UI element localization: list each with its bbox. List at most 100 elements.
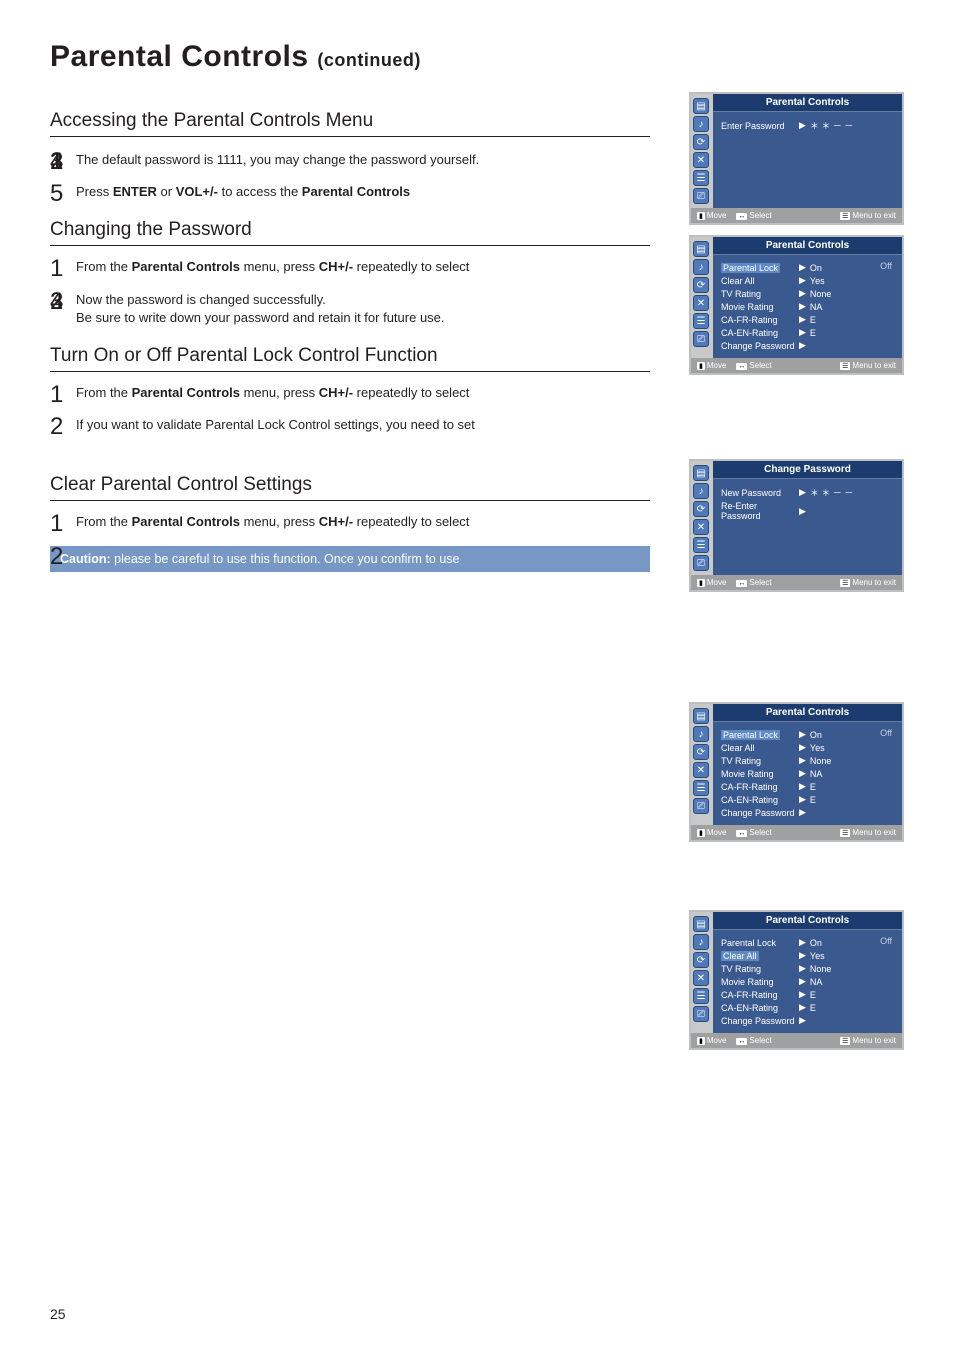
osd-row: Change Password▶ xyxy=(721,806,894,819)
osd-row: New Password▶＊ ＊ － － xyxy=(721,485,894,500)
changepw-step-1: From the Parental Controls menu, press C… xyxy=(50,258,669,276)
osd-row: CA-FR-Rating▶E xyxy=(721,313,894,326)
osd-row: Parental Lock▶On xyxy=(721,728,894,741)
osd-category-icon: ⟳ xyxy=(693,952,709,968)
osd-menu-4: ▤♪⟳✕☰⎚ Parental Controls OffParental Loc… xyxy=(689,702,904,842)
osd-row: Parental Lock▶On xyxy=(721,261,894,274)
osd-off-label: Off xyxy=(880,728,892,738)
osd-category-icon: ✕ xyxy=(693,295,709,311)
osd-category-icon: ▤ xyxy=(693,916,709,932)
osd-row: Clear All▶Yes xyxy=(721,949,894,962)
osd-menu-3: ▤♪⟳✕☰⎚ Change Password New Password▶＊ ＊ … xyxy=(689,459,904,592)
right-column: ▤ ♪ ⟳ ✕ ☰ ⎚ Parental Controls Enter Password▶… xyxy=(689,92,904,1050)
title-text: Parental Controls xyxy=(50,40,309,73)
osd-category-icon: ♪ xyxy=(693,116,709,132)
osd-icon-column: ▤♪⟳✕☰⎚ xyxy=(691,94,713,208)
osd-category-icon: ⎚ xyxy=(693,331,709,347)
osd-title: Parental Controls xyxy=(713,237,902,255)
rule-lockfn xyxy=(50,371,650,372)
osd-footer: ▮Move ↔Select ☰Menu to exit xyxy=(691,358,902,373)
caution-box: Caution: please be careful to use this f… xyxy=(50,546,650,572)
osd-footer: ▮Move ↔Select ☰Menu to exit xyxy=(691,208,902,223)
osd-off-label: Off xyxy=(880,936,892,946)
osd-title: Change Password xyxy=(713,461,902,479)
steps-changepw: From the Parental Controls menu, press C… xyxy=(50,258,669,327)
osd-category-icon: ⎚ xyxy=(693,1006,709,1022)
osd-category-icon: ✕ xyxy=(693,519,709,535)
changepw-step-4: Now the password is changed successfully… xyxy=(50,291,669,327)
osd-row: Enter Password▶＊ ＊ － － xyxy=(721,118,894,133)
osd-category-icon: ✕ xyxy=(693,970,709,986)
osd-row: CA-EN-Rating▶E xyxy=(721,326,894,339)
osd-category-icon: ▤ xyxy=(693,241,709,257)
osd-row: Change Password▶ xyxy=(721,339,894,352)
osd-row: Movie Rating▶NA xyxy=(721,975,894,988)
osd-row: Movie Rating▶NA xyxy=(721,767,894,780)
clear-step-1: From the Parental Controls menu, press C… xyxy=(50,513,669,531)
osd-row: Clear All▶Yes xyxy=(721,741,894,754)
osd-icon-column: ▤ ♪ ⟳ ✕ ☰ ⎚ xyxy=(691,912,713,1033)
osd-title: Parental Controls xyxy=(713,704,902,722)
osd-category-icon: ⟳ xyxy=(693,134,709,150)
spacer-3 xyxy=(689,852,904,900)
osd-category-icon: ♪ xyxy=(693,934,709,950)
osd-category-icon: ✕ xyxy=(693,762,709,778)
steps-clear: From the Parental Controls menu, press C… xyxy=(50,513,669,531)
osd-footer: ▮Move ↔Select ☰Menu to exit xyxy=(691,825,902,840)
title-continued: (continued) xyxy=(317,50,420,70)
osd-row: Movie Rating▶NA xyxy=(721,300,894,313)
heading-access: Accessing the Parental Controls Menu xyxy=(50,110,669,132)
caution-label: Caution: xyxy=(60,552,111,566)
osd-footer: ▮Move ↔Select ☰Menu to exit xyxy=(691,1033,902,1048)
osd-category-icon: ✕ xyxy=(693,152,709,168)
heading-clear: Clear Parental Control Settings xyxy=(50,474,669,496)
osd-category-icon: ☰ xyxy=(693,988,709,1004)
osd-menu-5: ▤♪⟳✕☰⎚ Parental Controls OffParental Loc… xyxy=(689,910,904,1050)
spacer-2 xyxy=(689,602,904,692)
osd-row: Change Password▶ xyxy=(721,1014,894,1027)
osd-row: Clear All▶Yes xyxy=(721,274,894,287)
osd-category-icon: ⎚ xyxy=(693,188,709,204)
heading-changepw: Changing the Password xyxy=(50,219,669,241)
osd-category-icon: ♪ xyxy=(693,483,709,499)
access-step-4: The default password is 1111, you may ch… xyxy=(50,151,669,169)
rule-access xyxy=(50,136,650,137)
osd-category-icon: ♪ xyxy=(693,726,709,742)
rule-clear xyxy=(50,500,650,501)
page-title: Parental Controls (continued) xyxy=(50,40,904,74)
steps-access: The default password is 1111, you may ch… xyxy=(50,151,669,201)
osd-row: CA-FR-Rating▶E xyxy=(721,988,894,1001)
osd-row: CA-EN-Rating▶E xyxy=(721,1001,894,1014)
osd-row: TV Rating▶None xyxy=(721,962,894,975)
osd-menu-1: ▤♪⟳✕☰⎚ Parental Controls Enter Password▶… xyxy=(689,92,904,225)
osd-category-icon: ⟳ xyxy=(693,501,709,517)
osd-footer: ▮Move ↔Select ☰Menu to exit xyxy=(691,575,902,590)
osd-row: TV Rating▶None xyxy=(721,754,894,767)
osd-category-icon: ⟳ xyxy=(693,744,709,760)
osd-icon-column: ▤ ♪ ⟳ ✕ ☰ ⎚ xyxy=(691,237,713,358)
caution-text: please be careful to use this function. … xyxy=(111,552,460,566)
osd-menu-2: ▤♪⟳✕☰⎚ Parental Controls OffParental Loc… xyxy=(689,235,904,375)
osd-row: Parental Lock▶On xyxy=(721,936,894,949)
page-number: 25 xyxy=(50,1306,66,1322)
left-column: Accessing the Parental Controls Menu The… xyxy=(50,92,669,1050)
osd-row: CA-FR-Rating▶E xyxy=(721,780,894,793)
heading-lockfn: Turn On or Off Parental Lock Control Fun… xyxy=(50,345,669,367)
osd-category-icon: ☰ xyxy=(693,313,709,329)
osd-category-icon: ☰ xyxy=(693,170,709,186)
spacer-1 xyxy=(689,385,904,449)
osd-category-icon: ⟳ xyxy=(693,277,709,293)
osd-category-icon: ⎚ xyxy=(693,555,709,571)
lockfn-step-1: From the Parental Controls menu, press C… xyxy=(50,384,669,402)
osd-row: TV Rating▶None xyxy=(721,287,894,300)
rule-changepw xyxy=(50,245,650,246)
osd-category-icon: ♪ xyxy=(693,259,709,275)
osd-icon-column: ▤♪⟳✕☰⎚ xyxy=(691,461,713,575)
osd-title: Parental Controls xyxy=(713,94,902,112)
osd-category-icon: ⎚ xyxy=(693,798,709,814)
page-layout: Accessing the Parental Controls Menu The… xyxy=(50,92,904,1050)
osd-category-icon: ☰ xyxy=(693,537,709,553)
osd-category-icon: ☰ xyxy=(693,780,709,796)
osd-row: Re-Enter Password▶ xyxy=(721,500,894,522)
access-step-5: Press ENTER or VOL+/- to access the Pare… xyxy=(50,183,669,201)
